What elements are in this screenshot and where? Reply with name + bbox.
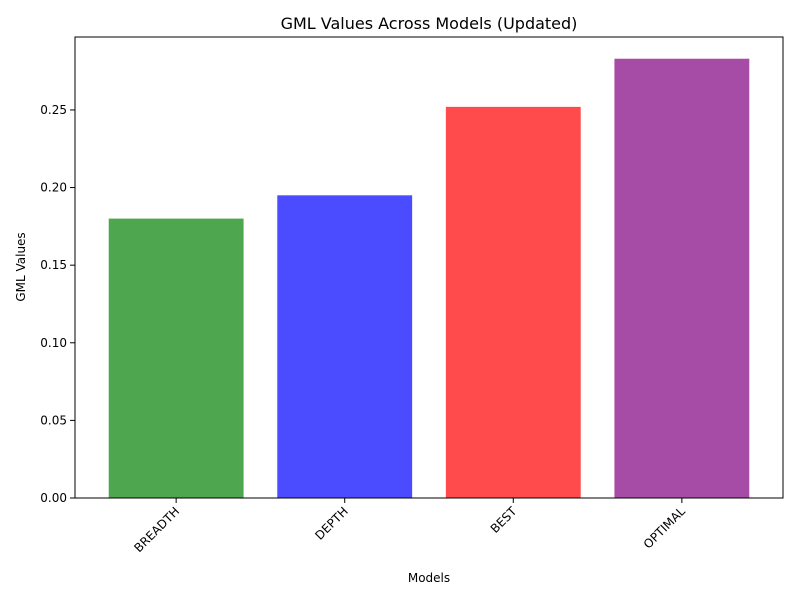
y-tick-label: 0.25 [40, 103, 67, 117]
y-tick-label: 0.20 [40, 181, 67, 195]
bar-best [445, 106, 581, 499]
y-tick-label: 0.15 [40, 258, 67, 272]
x-axis-label: Models [408, 571, 450, 585]
y-tick-label: 0.05 [40, 413, 67, 427]
plot-frame [74, 36, 784, 499]
bar-optimal [614, 58, 750, 498]
bar-breadth [108, 218, 244, 498]
chart-title: GML Values Across Models (Updated) [281, 14, 578, 33]
x-tick-label: BREADTH [131, 504, 182, 555]
bar-depth [277, 195, 413, 498]
y-tick-label: 0.00 [40, 491, 67, 505]
y-axis-label: GML Values [14, 232, 28, 301]
x-tick-label: BEST [488, 504, 520, 536]
y-tick-label: 0.10 [40, 336, 67, 350]
x-tick-label: DEPTH [312, 504, 350, 542]
x-tick-label: OPTIMAL [641, 504, 688, 551]
plot-area: BREADTH DEPTH BEST OPTIMAL 0.00 0.05 0.10 0.15 0… [40, 36, 784, 555]
